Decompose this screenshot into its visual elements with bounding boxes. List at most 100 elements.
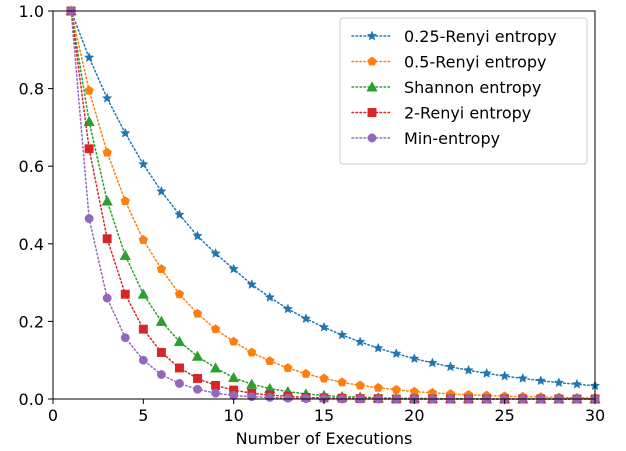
legend-item: 0.25-Renyi entropy [351, 27, 557, 46]
data-point [391, 384, 401, 394]
data-point [228, 263, 239, 274]
y-tick-label: 0.8 [19, 80, 44, 99]
data-point [211, 380, 221, 390]
data-point [120, 333, 130, 343]
data-point [138, 158, 149, 169]
data-point [101, 195, 113, 206]
data-point [156, 370, 166, 380]
x-tick-label: 30 [585, 406, 605, 425]
data-point [481, 367, 492, 378]
data-point [156, 347, 166, 357]
data-point [191, 350, 204, 361]
data-point [210, 248, 221, 258]
x-tick-label: 25 [494, 406, 514, 425]
x-axis: 0 5 10 15 20 25 30 [48, 399, 605, 425]
data-point [156, 185, 167, 196]
legend-item: 0.5-Renyi entropy [351, 53, 547, 72]
data-point [445, 361, 456, 372]
data-point [354, 336, 366, 347]
legend-item: Shannon entropy [351, 78, 541, 97]
y-tick-label: 0.6 [19, 157, 44, 176]
data-point [247, 347, 257, 357]
data-point [246, 378, 258, 389]
data-point [355, 380, 365, 390]
data-point [373, 382, 383, 392]
data-point [192, 230, 203, 241]
legend-marker [367, 56, 377, 66]
data-point [372, 342, 384, 353]
data-point [427, 357, 438, 368]
x-tick-label: 20 [404, 406, 424, 425]
data-point [102, 147, 112, 157]
data-point [209, 362, 222, 373]
data-point [84, 144, 94, 154]
data-point [318, 321, 330, 332]
x-tick-label: 15 [314, 406, 334, 425]
data-point [229, 391, 239, 400]
data-point [138, 234, 149, 244]
y-tick-label: 0.2 [19, 312, 44, 331]
data-point [83, 52, 95, 62]
x-tick-label: 0 [48, 406, 58, 425]
data-point [409, 353, 420, 364]
legend-label: Shannon entropy [404, 78, 541, 97]
series-line [70, 10, 596, 400]
data-point [173, 335, 186, 347]
data-point [283, 393, 293, 403]
data-point [84, 85, 94, 95]
data-point [265, 392, 275, 402]
data-point [119, 249, 131, 260]
data-point [174, 209, 185, 220]
data-point [138, 355, 148, 365]
legend-label: 0.25-Renyi entropy [404, 27, 557, 46]
data-point [84, 214, 94, 224]
legend-label: 2-Renyi entropy [404, 104, 531, 123]
x-axis-label: Number of Executions [236, 429, 413, 448]
data-point [517, 372, 528, 383]
data-point [301, 368, 311, 378]
data-point [499, 370, 510, 381]
legend-box [339, 17, 588, 165]
y-tick-label: 0.4 [19, 235, 44, 254]
x-tick-label: 5 [138, 406, 148, 425]
data-point [120, 196, 130, 206]
legend-marker [366, 30, 378, 41]
data-point [228, 336, 239, 346]
data-point [211, 388, 221, 398]
legend-marker [367, 108, 377, 117]
legend-item: 2-Renyi entropy [351, 104, 531, 123]
legend-item: Min-entropy [351, 129, 500, 148]
y-tick-label: 1.0 [19, 2, 44, 21]
legend-label: 0.5-Renyi entropy [404, 53, 547, 72]
data-point [102, 293, 112, 303]
data-point [246, 279, 257, 289]
data-point [193, 384, 202, 394]
data-point [120, 127, 131, 138]
data-point [175, 363, 184, 373]
data-point [571, 378, 583, 389]
data-point [174, 289, 185, 299]
data-point [247, 392, 257, 402]
data-point [210, 324, 221, 334]
data-point [265, 356, 275, 365]
series-star [65, 5, 601, 391]
x-tick-label: 10 [223, 406, 243, 425]
data-point [391, 348, 402, 359]
data-point [102, 234, 112, 244]
data-point [137, 288, 150, 299]
data-point [155, 315, 168, 326]
data-point [101, 92, 113, 103]
y-tick-label: 0.0 [19, 390, 44, 409]
data-point [319, 373, 329, 383]
data-point [264, 291, 276, 302]
series-line [70, 10, 596, 387]
data-point [227, 371, 240, 383]
data-point [300, 313, 312, 324]
data-point [138, 324, 148, 334]
data-point [120, 289, 130, 299]
data-point [337, 377, 347, 387]
legend-marker [366, 81, 378, 92]
data-point [193, 373, 202, 383]
data-point [283, 363, 293, 372]
